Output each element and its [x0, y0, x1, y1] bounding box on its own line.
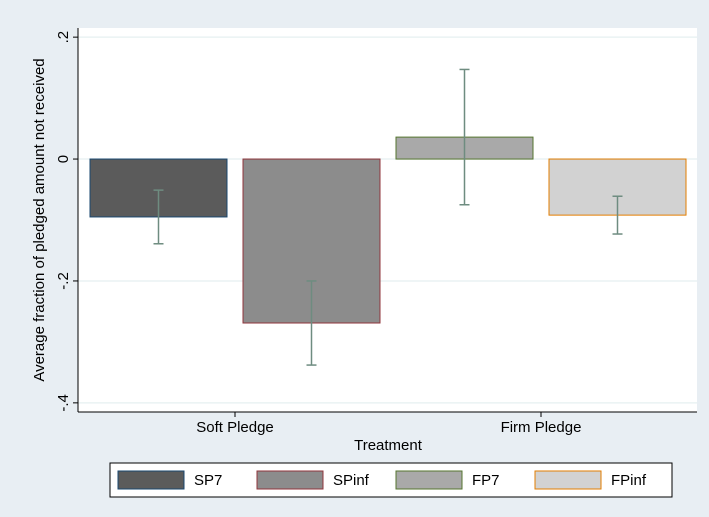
x-tick-label: Firm Pledge: [501, 419, 582, 436]
legend-key: [256, 470, 324, 490]
legend-label: SP7: [194, 472, 222, 489]
legend-label: FPinf: [611, 472, 647, 489]
legend-key: [117, 470, 185, 490]
legend-key: [395, 470, 463, 490]
legend-label: FP7: [472, 472, 500, 489]
y-tick-label: .2: [55, 31, 72, 44]
x-axis-label: Treatment: [354, 437, 423, 454]
plot-area: [78, 28, 697, 412]
y-tick-label: -.4: [55, 394, 72, 412]
legend-key: [534, 470, 602, 490]
legend-label: SPinf: [333, 472, 370, 489]
x-tick-label: Soft Pledge: [196, 419, 274, 436]
y-axis-label: Average fraction of pledged amount not r…: [31, 58, 48, 381]
y-tick-label: -.2: [55, 272, 72, 290]
y-tick-label: 0: [55, 155, 72, 163]
